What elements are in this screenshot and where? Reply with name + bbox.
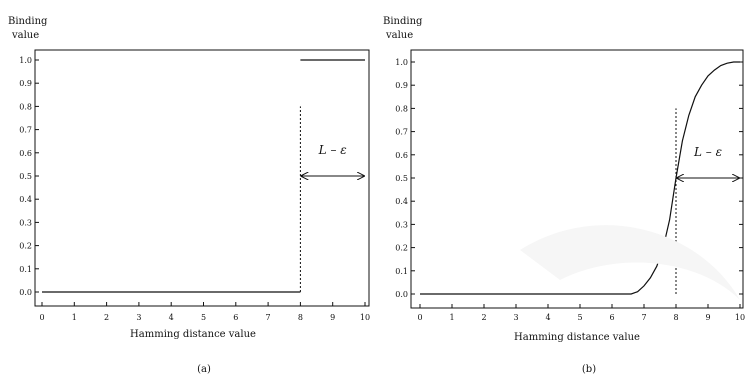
x-tick-label: 4 (545, 313, 550, 322)
x-tick-label: 10 (735, 313, 745, 322)
y-axis-label-line1-b: Binding (383, 16, 423, 27)
y-tick-label: 0.1 (19, 265, 32, 274)
y-tick-label: 0.4 (395, 197, 408, 206)
y-tick-label: 0.7 (395, 128, 408, 137)
x-tick-label: 3 (136, 313, 141, 322)
data-line-1 (420, 61, 740, 295)
y-tick-label: 0.0 (19, 288, 32, 297)
x-tick-label: 7 (266, 313, 271, 322)
y-tick-label: 0.6 (395, 151, 408, 160)
y-tick-label: 0.2 (19, 242, 32, 251)
x-axis-label-a: Hamming distance value (130, 329, 256, 340)
y-tick-label: 0.8 (19, 102, 32, 111)
y-tick-label: 0.0 (395, 290, 408, 299)
x-tick-label: 2 (481, 313, 486, 322)
x-tick-label: 5 (577, 313, 582, 322)
plot-frame (34, 49, 370, 307)
y-tick-label: 0.3 (395, 220, 408, 229)
annotation-label: L – ε (318, 143, 347, 157)
y-tick-label: 0.9 (19, 79, 32, 88)
plot-frame (410, 49, 744, 309)
x-tick-label: 7 (641, 313, 646, 322)
x-tick-label: 10 (360, 313, 370, 322)
y-tick-label: 0.9 (395, 81, 408, 90)
x-tick-label: 9 (330, 313, 335, 322)
y-tick-label: 0.8 (395, 104, 408, 113)
x-tick-label: 2 (104, 313, 109, 322)
y-tick-label: 0.5 (19, 172, 32, 181)
chart-panel-b: Binding value Hamming distance value (b)… (383, 16, 745, 375)
panel-caption-b: (b) (582, 364, 596, 375)
y-axis-label-line1-a: Binding (8, 16, 48, 27)
panel-caption-a: (a) (197, 364, 211, 375)
y-tick-label: 0.7 (19, 126, 32, 135)
x-tick-label: 4 (169, 313, 174, 322)
y-tick-label: 1.0 (19, 56, 32, 65)
x-tick-label: 1 (72, 313, 77, 322)
y-axis-label-line2-b: value (385, 30, 413, 41)
x-tick-label: 5 (201, 313, 206, 322)
y-tick-label: 0.5 (395, 174, 408, 183)
x-tick-label: 1 (449, 313, 454, 322)
x-tick-label: 0 (417, 313, 422, 322)
y-axis-label-line2-a: value (11, 30, 39, 41)
x-tick-label: 9 (705, 313, 710, 322)
x-tick-label: 8 (673, 313, 678, 322)
y-tick-label: 1.0 (395, 58, 408, 67)
x-tick-label: 3 (513, 313, 518, 322)
y-tick-label: 0.3 (19, 218, 32, 227)
y-tick-label: 0.6 (19, 149, 32, 158)
annotation-label: L – ε (693, 145, 722, 159)
chart-panel-a: Binding value Hamming distance value (a)… (8, 16, 370, 375)
y-tick-label: 0.2 (395, 244, 408, 253)
x-tick-label: 8 (298, 313, 303, 322)
x-tick-label: 6 (609, 313, 614, 322)
y-tick-label: 0.1 (395, 267, 408, 276)
x-axis-label-b: Hamming distance value (514, 332, 640, 343)
y-tick-label: 0.4 (19, 195, 32, 204)
x-tick-label: 6 (233, 313, 238, 322)
x-tick-label: 0 (39, 313, 44, 322)
watermark-arc (520, 225, 740, 300)
